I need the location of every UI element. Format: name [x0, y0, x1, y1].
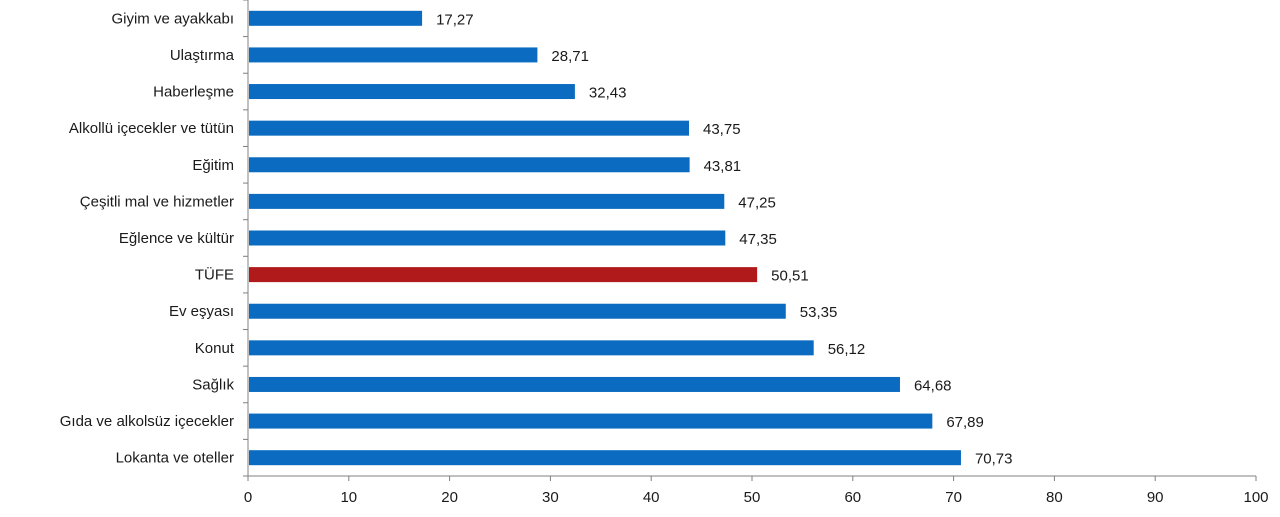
data-label: 32,43: [589, 85, 627, 102]
category-label: Haberleşme: [153, 84, 234, 101]
x-tick-label: 70: [945, 489, 962, 506]
bar: [249, 303, 786, 319]
x-tick-label: 40: [643, 489, 660, 506]
category-label: Giyim ve ayakkabı: [111, 10, 234, 27]
category-label: Ulaştırma: [170, 47, 235, 64]
data-label: 43,81: [704, 158, 742, 175]
bar: [249, 84, 575, 100]
x-tick-label: 50: [744, 489, 761, 506]
category-label: Lokanta ve oteller: [116, 450, 234, 467]
bar: [249, 413, 933, 429]
data-label: 17,27: [436, 11, 474, 28]
bar: [249, 47, 538, 63]
bar: [249, 450, 961, 466]
data-label: 43,75: [703, 121, 741, 138]
bar: [249, 376, 900, 392]
bar: [249, 157, 690, 173]
data-label: 56,12: [828, 341, 866, 358]
category-label: Eğitim: [192, 157, 234, 174]
bar: [249, 120, 689, 136]
data-label: 47,25: [738, 194, 776, 211]
bar: [249, 230, 726, 246]
data-label: 53,35: [800, 304, 838, 321]
x-tick-label: 10: [340, 489, 357, 506]
category-label: Çeşitli mal ve hizmetler: [80, 193, 234, 210]
data-label: 28,71: [551, 48, 589, 65]
x-tick-label: 20: [441, 489, 458, 506]
bar: [249, 267, 758, 283]
data-label: 64,68: [914, 377, 952, 394]
x-tick-label: 80: [1046, 489, 1063, 506]
x-tick-label: 90: [1147, 489, 1164, 506]
category-label: TÜFE: [195, 266, 234, 284]
category-label: Ev eşyası: [169, 303, 234, 320]
category-label: Eğlence ve kültür: [119, 230, 234, 247]
bar: [249, 193, 725, 209]
data-label: 50,51: [771, 268, 809, 285]
x-tick-label: 100: [1243, 489, 1268, 506]
category-label: Konut: [195, 340, 235, 357]
category-label: Sağlık: [192, 376, 234, 393]
bar: [249, 10, 423, 26]
category-label: Gıda ve alkolsüz içecekler: [60, 413, 234, 430]
x-tick-label: 0: [244, 489, 252, 506]
data-label: 70,73: [975, 451, 1013, 468]
bar: [249, 340, 814, 356]
x-tick-label: 30: [542, 489, 559, 506]
data-label: 47,35: [739, 231, 777, 248]
x-tick-label: 60: [844, 489, 861, 506]
data-label: 67,89: [946, 414, 984, 431]
category-label: Alkollü içecekler ve tütün: [69, 120, 234, 137]
